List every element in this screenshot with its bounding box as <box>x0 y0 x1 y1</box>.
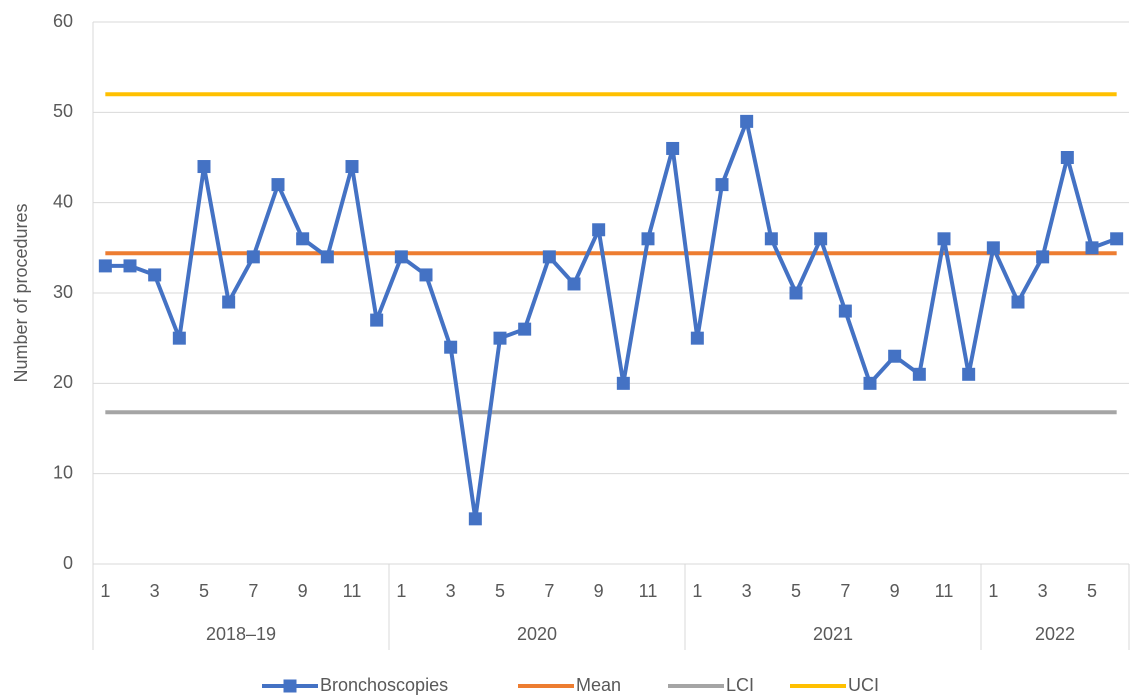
group-label: 2020 <box>517 624 557 644</box>
point-marker <box>1110 232 1124 246</box>
point-marker <box>616 376 630 390</box>
x-tick-label: 1 <box>988 581 998 601</box>
y-tick-label: 20 <box>53 372 73 392</box>
point-marker <box>222 295 236 309</box>
point-marker <box>444 340 458 354</box>
x-tick-label: 5 <box>1087 581 1097 601</box>
point-marker <box>838 304 852 318</box>
point-marker <box>468 512 482 526</box>
y-tick-label: 10 <box>53 462 73 482</box>
point-marker <box>98 259 112 273</box>
point-marker <box>986 241 1000 255</box>
point-marker <box>419 268 433 282</box>
point-marker <box>518 322 532 336</box>
point-marker <box>592 223 606 237</box>
x-tick-label: 1 <box>100 581 110 601</box>
y-tick-label: 40 <box>53 191 73 211</box>
point-marker <box>172 331 186 345</box>
legend-label: Mean <box>576 675 621 695</box>
point-marker <box>962 367 976 381</box>
x-tick-label: 3 <box>742 581 752 601</box>
x-tick-label: 3 <box>446 581 456 601</box>
point-marker <box>493 331 507 345</box>
point-marker <box>1036 250 1050 264</box>
y-tick-label: 0 <box>63 553 73 573</box>
point-marker <box>641 232 655 246</box>
point-marker <box>370 313 384 327</box>
point-marker <box>1060 151 1074 164</box>
group-label: 2022 <box>1035 624 1075 644</box>
point-marker <box>246 250 260 264</box>
point-marker <box>666 141 680 155</box>
point-marker <box>542 250 556 264</box>
legend-label: UCI <box>848 675 879 695</box>
x-tick-label: 9 <box>890 581 900 601</box>
x-tick-label: 7 <box>248 581 258 601</box>
point-marker <box>394 250 408 264</box>
y-tick-label: 60 <box>53 11 73 31</box>
y-tick-label: 50 <box>53 101 73 121</box>
point-marker <box>1011 295 1025 309</box>
legend-label: Bronchoscopies <box>320 675 448 695</box>
point-marker <box>271 178 285 192</box>
point-marker <box>789 286 803 300</box>
x-tick-label: 5 <box>495 581 505 601</box>
x-tick-label: 7 <box>544 581 554 601</box>
x-tick-label: 11 <box>343 581 362 601</box>
x-tick-label: 9 <box>298 581 308 601</box>
x-tick-label: 3 <box>1038 581 1048 601</box>
x-tick-label: 1 <box>692 581 702 601</box>
legend-marker <box>283 679 297 693</box>
y-tick-label: 30 <box>53 282 73 302</box>
point-marker <box>1085 241 1099 255</box>
point-marker <box>715 178 729 192</box>
point-marker <box>320 250 334 264</box>
point-marker <box>690 331 704 345</box>
x-tick-label: 11 <box>639 581 658 601</box>
y-axis-title: Number of procedures <box>11 203 31 382</box>
point-marker <box>912 367 926 381</box>
x-tick-label: 11 <box>935 581 954 601</box>
x-tick-label: 3 <box>150 581 160 601</box>
point-marker <box>148 268 162 282</box>
point-marker <box>937 232 951 246</box>
point-marker <box>296 232 310 246</box>
point-marker <box>123 259 137 273</box>
x-tick-label: 5 <box>199 581 209 601</box>
group-label: 2021 <box>813 624 853 644</box>
point-marker <box>863 376 877 390</box>
point-marker <box>345 160 359 174</box>
x-tick-label: 7 <box>840 581 850 601</box>
point-marker <box>764 232 778 246</box>
legend-label: LCI <box>726 675 754 695</box>
point-marker <box>740 114 754 128</box>
point-marker <box>814 232 828 246</box>
x-tick-label: 9 <box>594 581 604 601</box>
point-marker <box>197 160 211 174</box>
series-line <box>105 119 1118 521</box>
point-marker <box>888 349 902 363</box>
x-tick-label: 5 <box>791 581 801 601</box>
x-tick-label: 1 <box>396 581 406 601</box>
point-marker <box>567 277 581 291</box>
group-label: 2018–19 <box>206 624 276 644</box>
